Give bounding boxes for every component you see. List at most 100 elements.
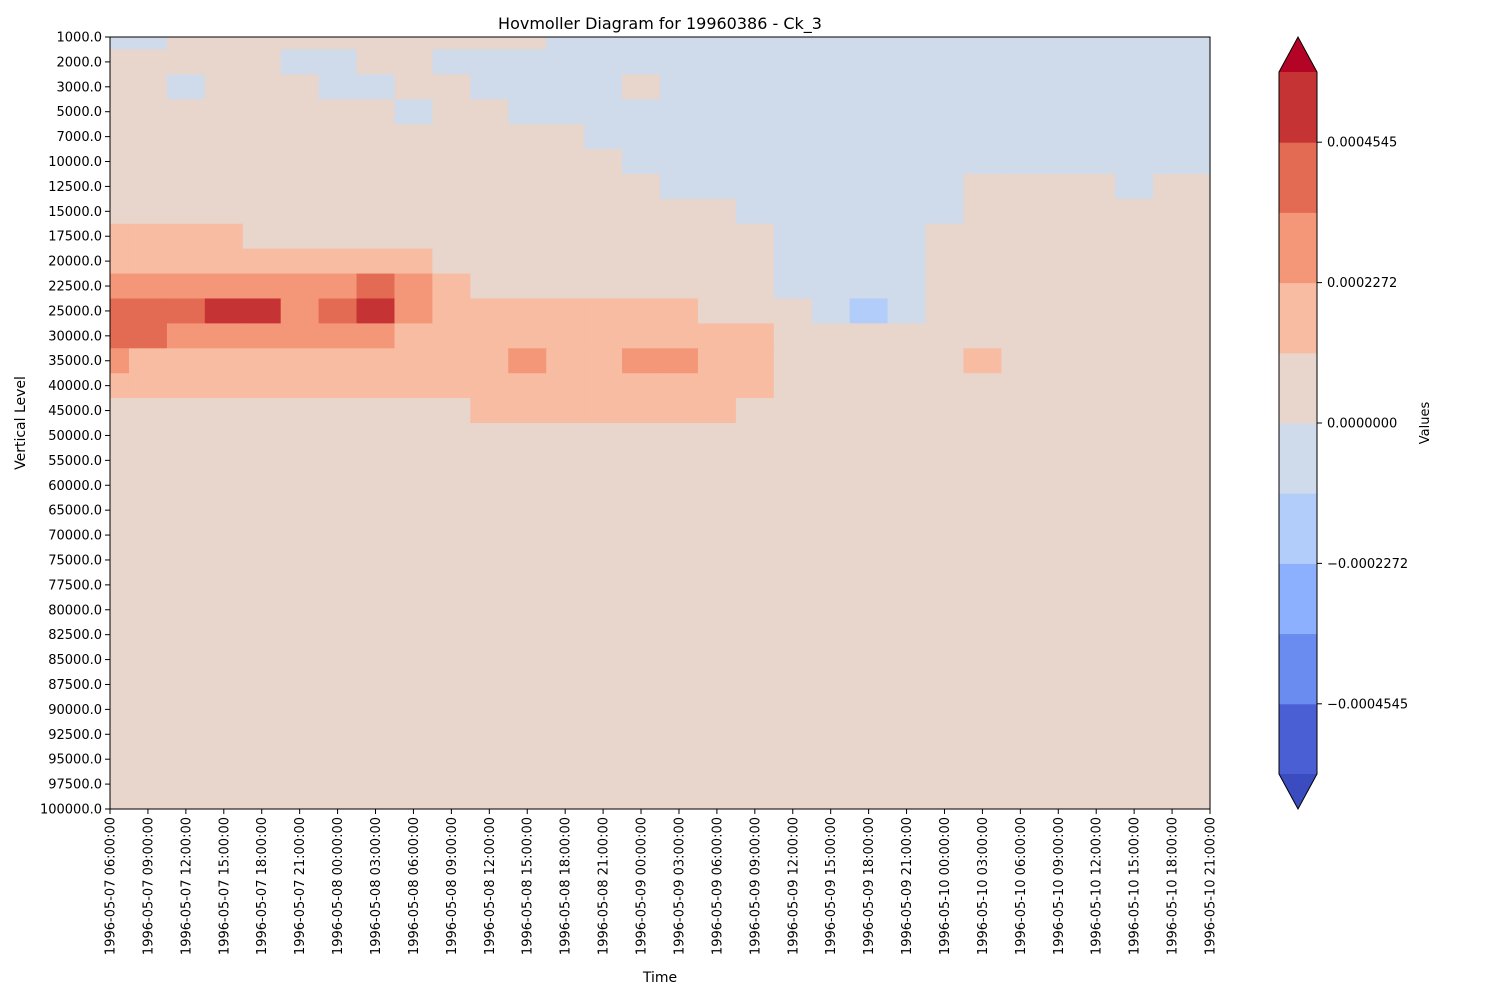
heatmap-cell — [128, 497, 168, 524]
heatmap-cell — [1039, 721, 1078, 748]
heatmap-cell — [1115, 796, 1154, 810]
y-tick-label: 95000.0 — [48, 753, 102, 768]
heatmap-cell — [887, 696, 927, 723]
heatmap-cell — [925, 597, 965, 623]
heatmap-cell — [432, 672, 471, 698]
heatmap-cell — [584, 348, 623, 374]
heatmap-cell — [318, 647, 358, 673]
heatmap-cell — [584, 373, 623, 399]
heatmap-cell — [925, 746, 965, 773]
x-tick-label: 1996-05-10 06:00:00 — [1014, 817, 1029, 955]
heatmap-cell — [1153, 597, 1192, 623]
heatmap-cell — [584, 37, 623, 51]
heatmap-cell — [204, 74, 244, 100]
heatmap-cell — [735, 323, 775, 349]
heatmap-cell — [735, 622, 775, 648]
heatmap-cell — [110, 298, 130, 324]
heatmap-cell — [110, 74, 130, 100]
heatmap-cell — [546, 746, 585, 773]
heatmap-cell — [963, 124, 1002, 150]
heatmap-cell — [204, 721, 244, 748]
heatmap-cell — [204, 298, 244, 324]
heatmap-cell — [849, 572, 889, 598]
heatmap-cell — [811, 99, 851, 125]
heatmap-cell — [1115, 522, 1154, 549]
heatmap-cell — [1153, 572, 1192, 598]
heatmap-cell — [1191, 37, 1211, 51]
heatmap-cell — [1077, 597, 1116, 623]
heatmap-cell — [546, 49, 585, 75]
heatmap-cell — [508, 672, 547, 698]
heatmap-cell — [584, 49, 623, 75]
heatmap-cell — [280, 49, 320, 75]
heatmap-cell — [394, 647, 434, 673]
heatmap-cell — [166, 348, 206, 374]
heatmap-cell — [204, 497, 244, 524]
heatmap-cell — [1001, 248, 1040, 275]
heatmap-cell — [773, 597, 813, 623]
heatmap-cell — [1115, 622, 1154, 648]
heatmap-cell — [925, 398, 965, 424]
heatmap-cell — [925, 99, 965, 125]
heatmap-cell — [280, 124, 320, 150]
heatmap-cell — [280, 472, 320, 499]
heatmap-cell — [1191, 273, 1211, 300]
heatmap-cell — [204, 572, 244, 598]
heatmap-cell — [660, 298, 699, 324]
x-tick-label: 1996-05-10 03:00:00 — [976, 817, 991, 955]
heatmap-cell — [242, 522, 282, 549]
heatmap-cell — [735, 273, 775, 300]
heatmap-cell — [318, 149, 358, 175]
heatmap-cell — [318, 273, 358, 300]
heatmap-cell — [622, 273, 661, 300]
heatmap-cell — [735, 696, 775, 723]
heatmap-cell — [508, 771, 547, 798]
heatmap-cell — [394, 423, 434, 449]
x-tick-label: 1996-05-07 18:00:00 — [255, 817, 270, 955]
heatmap-cell — [887, 472, 927, 499]
heatmap-cell — [1001, 348, 1040, 374]
heatmap-cell — [584, 672, 623, 698]
heatmap-cell — [394, 796, 434, 810]
heatmap-cell — [849, 198, 889, 225]
heatmap-cell — [811, 447, 851, 474]
x-tick-label: 1996-05-09 09:00:00 — [748, 817, 763, 955]
heatmap-cell — [963, 597, 1002, 623]
heatmap-cell — [128, 273, 168, 300]
heatmap-cell — [660, 173, 699, 200]
heatmap-cell — [963, 149, 1002, 175]
heatmap-cell — [546, 99, 585, 125]
heatmap-cell — [697, 373, 737, 399]
heatmap-cell — [1077, 248, 1116, 275]
heatmap-cell — [318, 298, 358, 324]
heatmap-cell — [470, 99, 509, 125]
heatmap-cell — [1115, 273, 1154, 300]
heatmap-cell — [128, 37, 168, 51]
x-tick-label: 1996-05-08 21:00:00 — [597, 817, 612, 955]
heatmap-cell — [1077, 49, 1116, 75]
heatmap-cell — [660, 223, 699, 250]
heatmap-cell — [280, 622, 320, 648]
heatmap-cell — [849, 721, 889, 748]
heatmap-cell — [318, 423, 358, 449]
heatmap-cell — [318, 99, 358, 125]
y-tick-label: 100000.0 — [40, 803, 102, 818]
heatmap-cell — [1001, 124, 1040, 150]
heatmap-cell — [546, 37, 585, 51]
heatmap-cell — [546, 124, 585, 150]
heatmap-cell — [584, 74, 623, 100]
colorbar-segment — [1279, 282, 1317, 354]
heatmap-cell — [470, 647, 509, 673]
heatmap-cell — [1039, 298, 1078, 324]
heatmap-cell — [697, 771, 737, 798]
y-tick-label: 22500.0 — [48, 280, 102, 295]
heatmap-cell — [508, 173, 547, 200]
heatmap-cell — [660, 696, 699, 723]
heatmap-cell — [849, 597, 889, 623]
heatmap-cell — [622, 472, 661, 499]
heatmap-cell — [394, 721, 434, 748]
heatmap-cell — [1153, 522, 1192, 549]
heatmap-cell — [963, 771, 1002, 798]
colorbar-segment — [1279, 423, 1317, 494]
heatmap-cell — [963, 622, 1002, 648]
